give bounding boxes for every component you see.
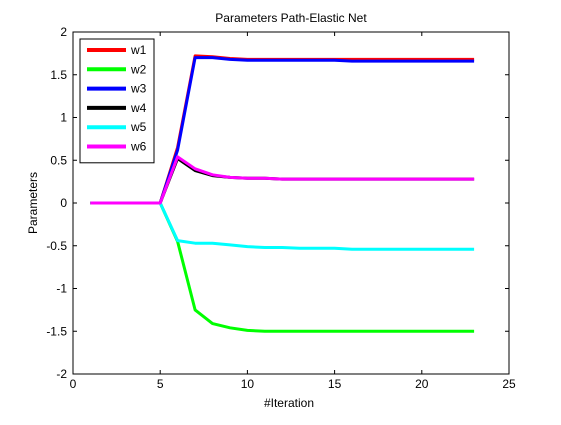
legend: w1 w2 w3 w4 w5 w6 (79, 38, 155, 164)
y-tick-label: 1 (60, 111, 67, 125)
y-tick-label: 0.5 (50, 153, 67, 167)
x-tick-label: 15 (328, 377, 342, 391)
y-tick-label: -2 (56, 367, 67, 381)
legend-label-w4: w4 (130, 101, 147, 115)
legend-label-w2: w2 (130, 62, 147, 76)
x-tick-label: 20 (415, 377, 429, 391)
series-line-w6 (90, 155, 475, 205)
y-tick-label: -1.5 (46, 324, 67, 338)
chart-title: Parameters Path-Elastic Net (215, 11, 367, 25)
y-tick-label: -1 (56, 282, 67, 296)
y-tick-label: 0 (60, 196, 67, 210)
legend-label-w5: w5 (130, 120, 147, 134)
x-tick-label: 5 (157, 377, 164, 391)
legend-label-w6: w6 (130, 140, 147, 154)
y-tick-label: -0.5 (46, 239, 67, 253)
legend-box (79, 38, 155, 164)
x-tick-label: 10 (241, 377, 255, 391)
y-axis-label: Parameters (26, 172, 40, 234)
series-layer (90, 54, 475, 333)
legend-label-w1: w1 (130, 43, 147, 57)
legend-label-w3: w3 (130, 82, 147, 96)
y-tick-label: 2 (60, 25, 67, 39)
tick-layer: 0 5 10 15 20 25 -2 -1.5 -1 -0.5 0 0.5 1 1.5 2 (46, 25, 516, 391)
x-tick-label: 25 (502, 377, 516, 391)
x-tick-label: 0 (70, 377, 77, 391)
y-tick-label: 1.5 (50, 68, 67, 82)
x-axis-label: #Iteration (264, 396, 314, 410)
